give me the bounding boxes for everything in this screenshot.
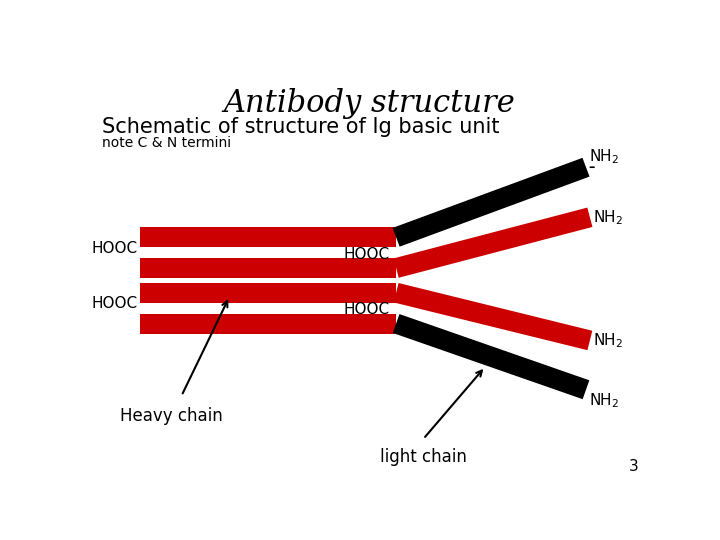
Text: NH$_2$: NH$_2$ xyxy=(589,392,619,410)
Polygon shape xyxy=(392,158,590,247)
Polygon shape xyxy=(140,227,396,247)
Text: HOOC: HOOC xyxy=(92,296,138,311)
Text: HOOC: HOOC xyxy=(344,247,390,262)
Text: NH$_2$: NH$_2$ xyxy=(593,331,624,350)
Polygon shape xyxy=(394,207,593,278)
Text: HOOC: HOOC xyxy=(92,240,138,255)
Text: Heavy chain: Heavy chain xyxy=(120,408,222,426)
Text: NH$_2$: NH$_2$ xyxy=(593,208,624,227)
Polygon shape xyxy=(140,283,396,303)
Text: light chain: light chain xyxy=(380,448,467,466)
Text: NH$_2$: NH$_2$ xyxy=(589,147,619,166)
Text: 3: 3 xyxy=(629,460,639,475)
Polygon shape xyxy=(140,258,396,278)
Polygon shape xyxy=(140,314,396,334)
Polygon shape xyxy=(393,314,590,399)
Text: note C & N termini: note C & N termini xyxy=(102,136,230,150)
Text: Schematic of structure of Ig basic unit: Schematic of structure of Ig basic unit xyxy=(102,117,499,137)
Polygon shape xyxy=(394,283,593,350)
Text: HOOC: HOOC xyxy=(344,302,390,317)
Text: Antibody structure: Antibody structure xyxy=(223,88,515,119)
